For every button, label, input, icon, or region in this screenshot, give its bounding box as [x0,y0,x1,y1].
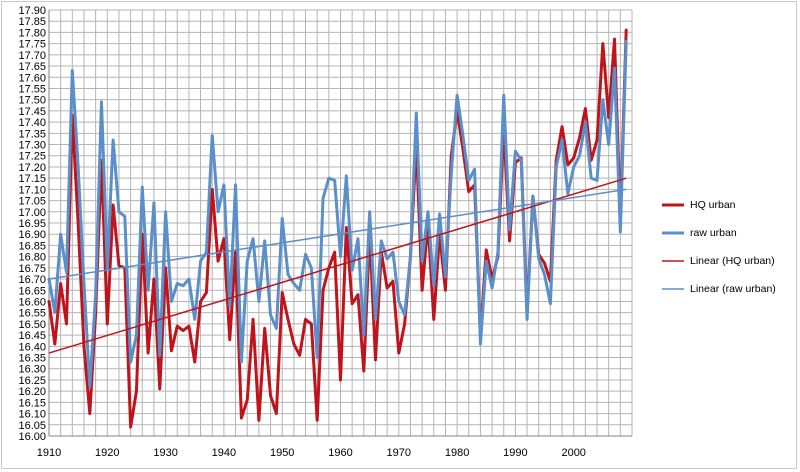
legend: HQ urban raw urban Linear (HQ urban) Lin… [662,194,798,306]
y-tick-label: 17.25 [18,151,46,163]
x-tick-label: 1960 [328,447,352,459]
x-tick-label: 1950 [270,447,294,459]
y-tick-label: 16.65 [18,285,46,297]
y-tick-label: 17.00 [18,207,46,219]
y-tick-label: 16.20 [18,386,46,398]
legend-item-raw-urban: raw urban [662,222,798,244]
legend-label-linear-raw-urban: Linear (raw urban) [690,283,776,295]
y-tick-label: 16.75 [18,263,46,275]
y-tick-label: 17.10 [18,184,46,196]
trendline-linear-hq-urban [48,177,627,354]
y-tick-label: 17.60 [18,72,46,84]
x-tick-label: 1930 [153,447,177,459]
y-tick-label: 17.45 [18,106,46,118]
legend-swatch-linear-raw-urban [662,288,684,290]
legend-item-linear-hq-urban: Linear (HQ urban) [662,250,798,272]
y-tick-label: 16.70 [18,274,46,286]
trendline-linear-raw-urban [48,188,627,280]
x-tick-label: 2000 [561,447,585,459]
y-tick-label: 16.40 [18,341,46,353]
legend-label-linear-hq-urban: Linear (HQ urban) [690,255,775,267]
y-tick-label: 16.60 [18,296,46,308]
y-tick-label: 17.35 [18,128,46,140]
y-tick-label: 16.00 [18,431,46,443]
y-tick-label: 16.55 [18,308,46,320]
y-tick-label: 17.20 [18,162,46,174]
y-tick-label: 17.75 [18,39,46,51]
legend-swatch-linear-hq-urban [662,260,684,262]
y-tick-label: 17.80 [18,27,46,39]
x-tick-label: 1990 [503,447,527,459]
legend-swatch-hq-urban [662,203,684,207]
x-tick-label: 1980 [445,447,469,459]
y-tick-label: 16.50 [18,319,46,331]
y-tick-label: 17.55 [18,83,46,95]
y-tick-label: 16.15 [18,397,46,409]
x-tick-label: 1910 [37,447,61,459]
legend-item-hq-urban: HQ urban [662,194,798,216]
y-tick-label: 16.25 [18,375,46,387]
y-tick-label: 17.05 [18,196,46,208]
x-tick-label: 1970 [387,447,411,459]
y-tick-label: 16.45 [18,330,46,342]
y-tick-label: 16.95 [18,218,46,230]
y-tick-label: 17.85 [18,16,46,28]
y-tick-label: 17.15 [18,173,46,185]
legend-label-hq-urban: HQ urban [690,199,736,211]
y-tick-label: 17.90 [18,5,46,17]
y-tick-label: 16.30 [18,364,46,376]
series-line-raw-urban [47,39,628,389]
x-axis-tick-labels: 1910 1920 1930 1940 1950 1960 1970 1980 1990 2000 [37,447,586,459]
y-tick-label: 16.90 [18,229,46,241]
y-axis-tick-labels: 16.0016.0516.1016.1516.2016.2516.3016.35… [18,5,46,443]
y-tick-label: 16.05 [18,420,46,432]
y-tick-label: 16.35 [18,353,46,365]
y-tick-label: 16.85 [18,240,46,252]
legend-item-linear-raw-urban: Linear (raw urban) [662,278,798,300]
x-tick-label: 1920 [95,447,119,459]
y-tick-label: 17.40 [18,117,46,129]
y-tick-label: 17.65 [18,61,46,73]
legend-swatch-raw-urban [662,231,684,235]
y-tick-label: 17.30 [18,140,46,152]
y-tick-label: 17.50 [18,95,46,107]
series-lines [47,28,628,429]
y-tick-label: 16.10 [18,409,46,421]
y-tick-label: 16.80 [18,252,46,264]
y-tick-label: 17.70 [18,50,46,62]
legend-label-raw-urban: raw urban [690,227,737,239]
x-tick-label: 1940 [212,447,236,459]
